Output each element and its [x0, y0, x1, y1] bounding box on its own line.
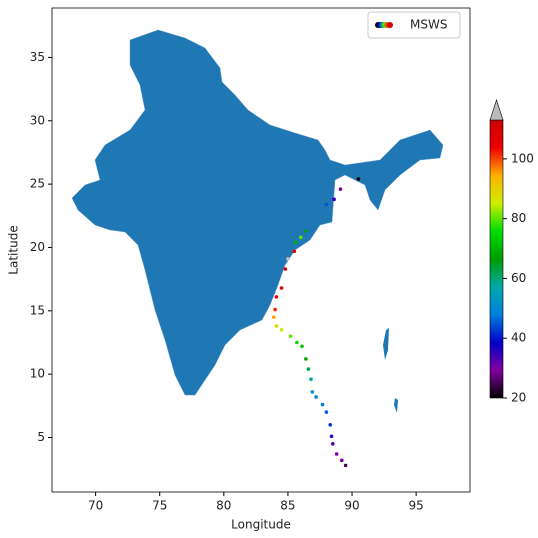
- y-tick-label: 25: [30, 177, 45, 191]
- track-point: [279, 328, 284, 332]
- track-point: [306, 367, 311, 371]
- islands: [383, 328, 398, 413]
- colorbar-tick-label: 80: [511, 211, 526, 225]
- track-point: [329, 434, 334, 439]
- colorbar-tick-label: 20: [511, 391, 526, 405]
- y-tick-label: 15: [30, 303, 45, 317]
- colorbar-tick-label: 40: [511, 331, 526, 345]
- track-point: [279, 286, 284, 290]
- track-point: [324, 202, 329, 207]
- y-tick-label: 5: [37, 430, 45, 444]
- track-point: [331, 442, 335, 446]
- legend-label: MSWS: [410, 18, 447, 32]
- colorbar-tick-label: 100: [511, 151, 534, 165]
- track-point: [286, 257, 290, 261]
- track-point: [320, 402, 325, 407]
- track-point: [274, 324, 279, 328]
- x-tick-label: 75: [152, 499, 167, 513]
- x-tick-label: 80: [216, 499, 231, 513]
- legend-marker: [387, 22, 393, 28]
- x-axis-label: Longitude: [231, 518, 291, 532]
- track-point: [356, 177, 361, 181]
- x-tick-label: 85: [280, 499, 295, 513]
- track-point: [328, 423, 333, 427]
- track-point: [332, 197, 336, 202]
- track-point: [324, 410, 329, 414]
- colorbar-tick-label: 60: [511, 271, 526, 285]
- y-axis-label: Latitude: [7, 225, 21, 274]
- track-point: [310, 390, 315, 394]
- track-point: [314, 395, 318, 399]
- y-tick-label: 10: [30, 367, 45, 381]
- legend-box: [367, 11, 461, 39]
- track-point: [272, 315, 276, 319]
- track-point: [288, 334, 293, 338]
- y-tick-label: 20: [30, 240, 45, 254]
- track-point: [338, 187, 343, 191]
- track-point: [293, 240, 298, 245]
- x-tick-label: 95: [409, 499, 424, 513]
- x-tick-label: 90: [344, 499, 359, 513]
- track-point: [300, 344, 304, 349]
- track-point: [343, 463, 348, 468]
- x-tick-label: 70: [88, 499, 103, 513]
- colorbar: [489, 119, 504, 399]
- track-point: [273, 307, 277, 312]
- track-point: [298, 235, 303, 240]
- colorbar-extend: [489, 99, 504, 121]
- track-point: [304, 357, 308, 361]
- track-point: [283, 267, 288, 271]
- track-point: [304, 229, 308, 233]
- y-tick-label: 35: [30, 50, 45, 64]
- track-point: [295, 340, 299, 345]
- track-point: [309, 377, 313, 382]
- india-map: [71, 29, 444, 396]
- track-point: [274, 295, 279, 299]
- track-point: [334, 452, 339, 456]
- plot-frame: [51, 7, 471, 493]
- track-point: [339, 458, 344, 463]
- y-tick-label: 30: [30, 113, 45, 127]
- track-point: [292, 249, 297, 254]
- legend: MSWS: [367, 11, 461, 39]
